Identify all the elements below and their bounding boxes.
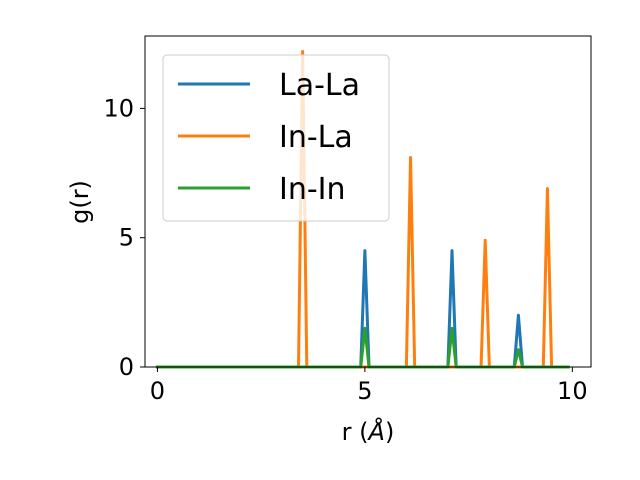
y-tick-label: 10 [103,94,134,122]
legend: La-La In-La In-In [162,54,390,222]
x-axis-label-unit: Å [367,417,385,446]
series-line-in-in [155,326,570,369]
x-axis-label-close: ) [385,418,394,446]
x-axis-label-main: r ( [342,418,369,446]
y-axis-ticks: 0 5 10 [103,94,145,381]
series-line-la-la [155,249,570,369]
legend-label-la-la: La-La [279,68,360,103]
x-tick-label: 0 [150,377,165,405]
y-axis-label: g(r) [66,180,94,224]
legend-label-in-in: In-In [279,172,346,207]
legend-entries: La-La In-La In-In [178,68,360,207]
x-axis-label: r (Å) [342,417,395,446]
y-tick-label: 0 [119,353,134,381]
legend-box [162,54,390,222]
axes-frame [144,35,592,368]
y-tick-label: 5 [119,224,134,252]
x-tick-label: 10 [557,377,588,405]
x-tick-label: 5 [357,377,372,405]
legend-label-in-la: In-La [279,120,353,155]
x-axis-ticks: 0 5 10 [150,367,588,405]
